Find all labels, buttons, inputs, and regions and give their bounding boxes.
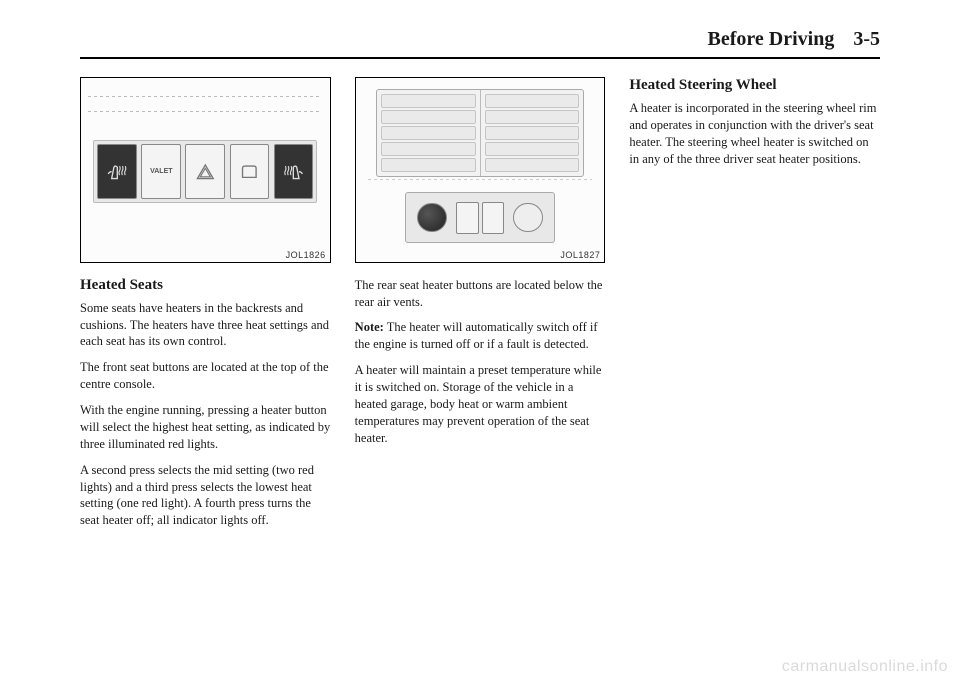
vent-left [377, 90, 480, 176]
body-text: The front seat buttons are located at th… [80, 359, 331, 393]
console-illustration: VALET [81, 78, 330, 262]
vents-illustration [356, 78, 605, 262]
seat-heater-right-icon [274, 144, 314, 198]
note-body: The heater will automatically switch off… [355, 320, 598, 351]
vent-slat [485, 158, 580, 172]
lighter-knob-icon [417, 203, 447, 233]
vent-slat [381, 158, 476, 172]
section-title: Before Driving 3-5 [708, 28, 881, 51]
rear-control-panel [405, 192, 554, 243]
seat-heater-left-icon [97, 144, 137, 198]
vent-slat [381, 142, 476, 156]
stitch-line [88, 111, 322, 112]
body-text: A second press selects the mid setting (… [80, 462, 331, 530]
body-text: Some seats have heaters in the backrests… [80, 300, 331, 351]
vent-slat [381, 110, 476, 124]
watermark-text: carmanualsonline.info [782, 658, 948, 676]
vent-slat [485, 142, 580, 156]
power-outlet-icon [513, 203, 543, 233]
manual-page: Before Driving 3-5 VALET [0, 0, 960, 558]
section-name: Before Driving [708, 28, 835, 50]
vent-slat [485, 94, 580, 108]
rear-seat-heater-left-icon [456, 202, 479, 234]
rear-seat-heater-right-icon [482, 202, 505, 234]
heated-steering-heading: Heated Steering Wheel [629, 77, 880, 94]
rear-heater-buttons [456, 202, 505, 234]
figure-label: JOL1827 [560, 250, 600, 260]
stitch-line [368, 179, 592, 180]
column-3: Heated Steering Wheel A heater is incorp… [629, 77, 880, 538]
note-text: Note: The heater will automatically swit… [355, 319, 606, 353]
defrost-button-icon [230, 144, 270, 198]
figure-label: JOL1826 [286, 250, 326, 260]
column-2: JOL1827 The rear seat heater buttons are… [355, 77, 606, 538]
vent-slat [485, 126, 580, 140]
vent-slat [381, 94, 476, 108]
page-number: 3-5 [853, 28, 880, 50]
body-text: A heater is incorporated in the steering… [629, 100, 880, 168]
figure-console-buttons: VALET JOL1826 [80, 77, 331, 263]
valet-button-icon: VALET [141, 144, 181, 198]
content-columns: VALET JOL1826 Heated Seats Som [80, 77, 880, 538]
vent-right [480, 90, 584, 176]
vent-slat [381, 126, 476, 140]
body-text: With the engine running, pressing a heat… [80, 402, 331, 453]
button-strip: VALET [93, 140, 317, 202]
body-text: A heater will maintain a preset temperat… [355, 362, 606, 446]
heated-seats-heading: Heated Seats [80, 277, 331, 294]
stitch-line [88, 96, 322, 97]
hazard-button-icon [185, 144, 225, 198]
body-text: The rear seat heater buttons are located… [355, 277, 606, 311]
vent-slat [485, 110, 580, 124]
figure-rear-vents: JOL1827 [355, 77, 606, 263]
page-header: Before Driving 3-5 [80, 28, 880, 59]
note-label: Note: [355, 320, 384, 334]
column-1: VALET JOL1826 Heated Seats Som [80, 77, 331, 538]
air-vents [376, 89, 585, 177]
